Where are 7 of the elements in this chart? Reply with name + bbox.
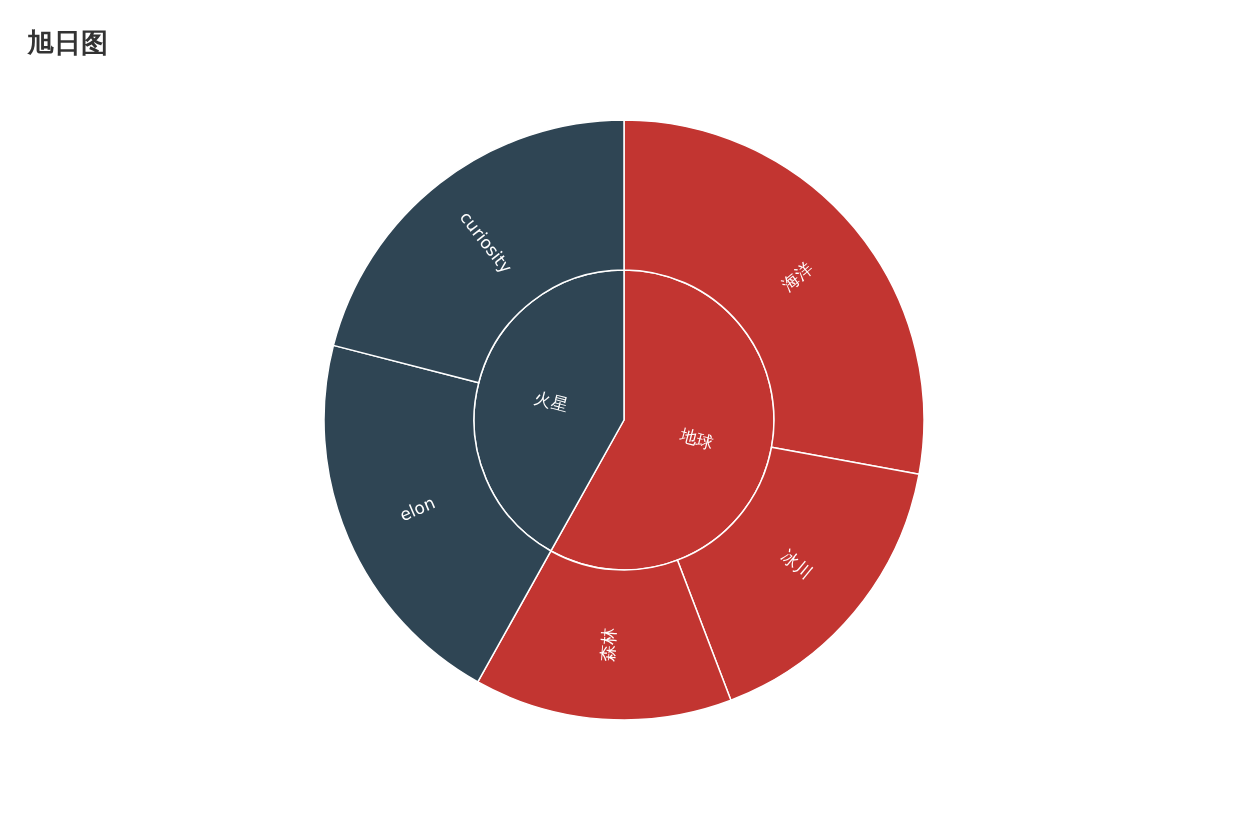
slice-label: 地球: [676, 424, 716, 453]
slice-label: 冰川: [777, 545, 817, 583]
slice-label: 森林: [596, 626, 619, 663]
text: 旭日图: [27, 27, 108, 58]
slice-label: 海洋: [777, 257, 817, 295]
slice-label: elon: [396, 492, 438, 526]
slice-label: 火星: [532, 387, 571, 416]
